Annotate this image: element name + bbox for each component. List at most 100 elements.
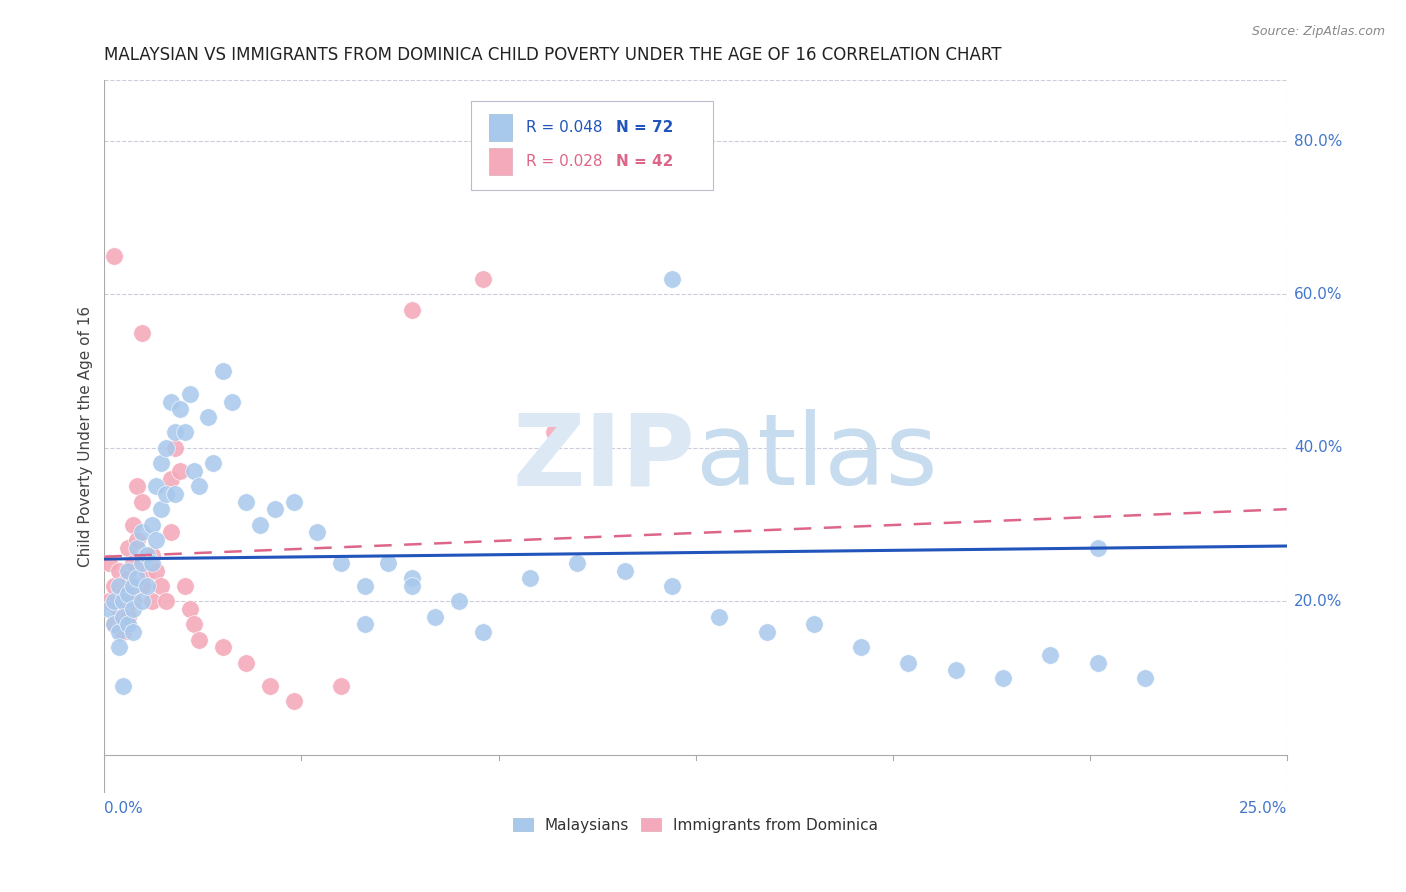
Point [150,579,173,593]
Point [131,579,153,593]
Point [173,579,195,593]
Point [353,579,375,593]
Text: R = 0.028: R = 0.028 [526,154,603,169]
Point [221,394,243,409]
Point [1133,671,1156,685]
Point [283,494,305,508]
Point [543,425,565,440]
Text: atlas: atlas [696,409,938,507]
Point [661,579,683,593]
Point [155,594,177,608]
Point [377,556,399,570]
Point [98,594,121,608]
Point [155,441,177,455]
Text: 20.0%: 20.0% [1294,594,1343,608]
Point [107,579,129,593]
Point [235,656,257,670]
Point [141,594,163,608]
Point [211,364,233,378]
Text: 40.0%: 40.0% [1294,441,1343,455]
Text: N = 42: N = 42 [616,154,673,169]
Point [98,556,121,570]
Point [117,586,139,600]
Point [131,494,153,508]
Text: N = 72: N = 72 [616,120,673,135]
Point [117,571,139,585]
Point [1087,541,1109,555]
Point [141,517,163,532]
Text: 0.0%: 0.0% [104,801,143,815]
Point [103,617,125,632]
Point [112,594,135,608]
Point [283,694,305,708]
Point [150,502,173,516]
Point [169,464,191,478]
Point [159,394,181,409]
Point [401,571,423,585]
Legend: Malaysians, Immigrants from Dominica: Malaysians, Immigrants from Dominica [506,812,884,838]
Point [613,564,636,578]
Point [107,624,129,639]
Point [471,624,494,639]
Point [169,402,191,417]
Point [1039,648,1062,662]
Point [103,579,125,593]
Point [471,272,494,286]
Point [803,617,825,632]
Point [131,556,153,570]
Point [145,564,167,578]
Point [235,494,257,508]
Point [112,624,135,639]
Point [307,525,329,540]
Point [121,594,143,608]
Point [117,609,139,624]
Point [449,594,471,608]
Point [112,679,135,693]
Y-axis label: Child Poverty Under the Age of 16: Child Poverty Under the Age of 16 [79,306,93,567]
Point [136,579,159,593]
Point [945,663,967,677]
Point [709,609,731,624]
Point [121,556,143,570]
Point [141,556,163,570]
Point [150,456,173,470]
Point [112,609,135,624]
Point [145,533,167,547]
Point [401,302,423,317]
FancyBboxPatch shape [489,148,512,175]
Point [98,602,121,616]
Point [179,387,201,401]
Point [1087,656,1109,670]
Text: ZIP: ZIP [513,409,696,507]
Point [127,479,149,493]
Point [188,632,211,647]
Point [173,425,195,440]
Text: 80.0%: 80.0% [1294,134,1343,149]
Point [159,525,181,540]
Point [107,640,129,655]
Point [121,602,143,616]
Point [103,617,125,632]
Point [183,617,205,632]
Point [188,479,211,493]
Point [159,471,181,485]
Point [991,671,1014,685]
Point [353,617,375,632]
Point [263,502,285,516]
Point [121,624,143,639]
Point [103,249,125,263]
Point [249,517,271,532]
Point [165,441,187,455]
Text: MALAYSIAN VS IMMIGRANTS FROM DOMINICA CHILD POVERTY UNDER THE AGE OF 16 CORRELAT: MALAYSIAN VS IMMIGRANTS FROM DOMINICA CH… [104,46,1002,64]
Point [131,525,153,540]
Point [145,479,167,493]
Point [897,656,920,670]
Point [197,410,219,425]
Point [755,624,778,639]
Point [127,571,149,585]
Text: Source: ZipAtlas.com: Source: ZipAtlas.com [1251,25,1385,38]
Point [121,579,143,593]
Point [141,548,163,562]
Point [136,548,159,562]
Point [183,464,205,478]
